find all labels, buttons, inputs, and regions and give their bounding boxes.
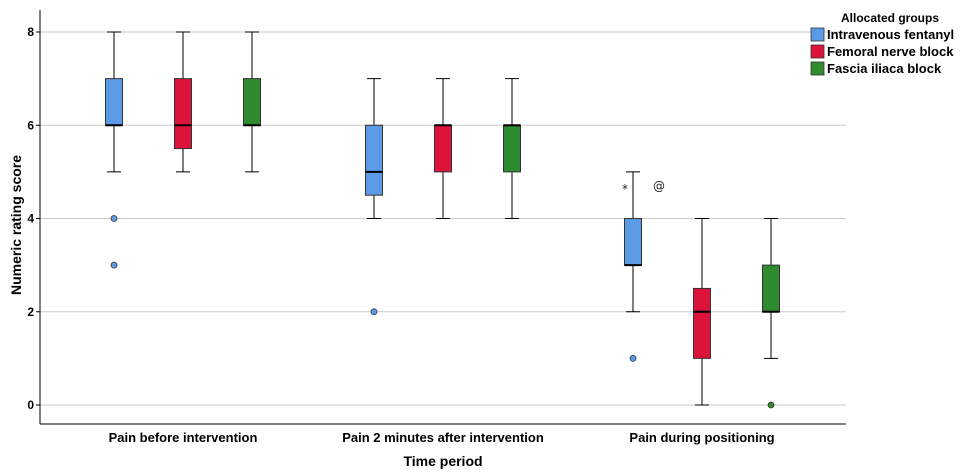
box-iqr <box>243 78 261 126</box>
x-tick-label: Pain during positioning <box>629 430 774 445</box>
outlier-point <box>110 261 118 269</box>
box-iqr <box>624 218 642 266</box>
y-tick-label: 8 <box>27 25 34 39</box>
box-0-0 <box>105 31 123 269</box>
box-iqr <box>693 287 711 359</box>
legend-swatch <box>810 61 825 76</box>
outlier-point <box>110 215 118 222</box>
legend-swatch <box>810 27 825 42</box>
box-1-1 <box>434 78 452 219</box>
legend-label: Femoral nerve block <box>827 44 954 59</box>
outlier-point <box>629 354 637 362</box>
legend-label: Fascia iliaca block <box>827 61 942 76</box>
legend-swatch <box>810 44 825 59</box>
y-tick-label: 6 <box>27 118 34 132</box>
x-tick-label: Pain before intervention <box>109 430 258 445</box>
box-iqr <box>434 124 452 173</box>
axes: 0 2 4 6 8 <box>27 10 846 425</box>
y-tick-label: 2 <box>27 305 34 319</box>
box-2-0: * @ <box>622 171 665 362</box>
outlier-point <box>767 401 775 409</box>
box-1-2 <box>503 78 521 219</box>
box-iqr <box>174 78 192 150</box>
box-2-2 <box>762 218 780 409</box>
box-iqr <box>365 124 383 196</box>
legend-label: Intravenous fentanyl <box>827 27 954 42</box>
legend: Allocated groups Intravenous fentanyl Fem… <box>810 11 954 76</box>
boxes: * @ <box>105 31 780 409</box>
overlapping-outlier-mark: @ <box>653 179 665 193</box>
box-1-0 <box>365 78 383 316</box>
x-axis-title: Time period <box>403 453 482 469</box>
box-iqr <box>105 78 123 126</box>
legend-title: Allocated groups <box>841 11 939 25</box>
outlier-point <box>370 308 378 316</box>
box-2-1 <box>693 218 711 406</box>
y-tick-label: 0 <box>27 398 34 412</box>
box-iqr <box>503 124 521 173</box>
y-tick-label: 4 <box>27 212 34 226</box>
y-axis-title: Numeric rating score <box>8 155 24 295</box>
box-0-2 <box>243 31 261 173</box>
extreme-outlier-mark: * <box>622 182 628 196</box>
labels: Numeric rating score Time period Pain be… <box>8 155 775 469</box>
x-tick-label: Pain 2 minutes after intervention <box>342 430 544 445</box>
box-iqr <box>762 264 780 313</box>
box-0-1 <box>174 31 192 173</box>
